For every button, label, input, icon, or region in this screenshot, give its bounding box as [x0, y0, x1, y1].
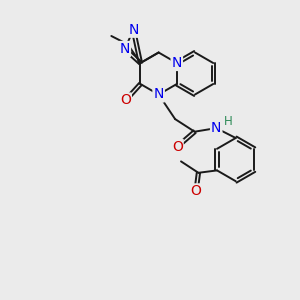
Text: O: O: [172, 140, 183, 154]
Text: N: N: [128, 23, 139, 37]
Text: N: N: [153, 88, 164, 101]
Text: N: N: [211, 121, 221, 135]
Text: N: N: [120, 42, 130, 56]
Text: O: O: [120, 94, 131, 107]
Text: O: O: [190, 184, 202, 198]
Text: N: N: [172, 56, 182, 70]
Text: H: H: [224, 115, 233, 128]
